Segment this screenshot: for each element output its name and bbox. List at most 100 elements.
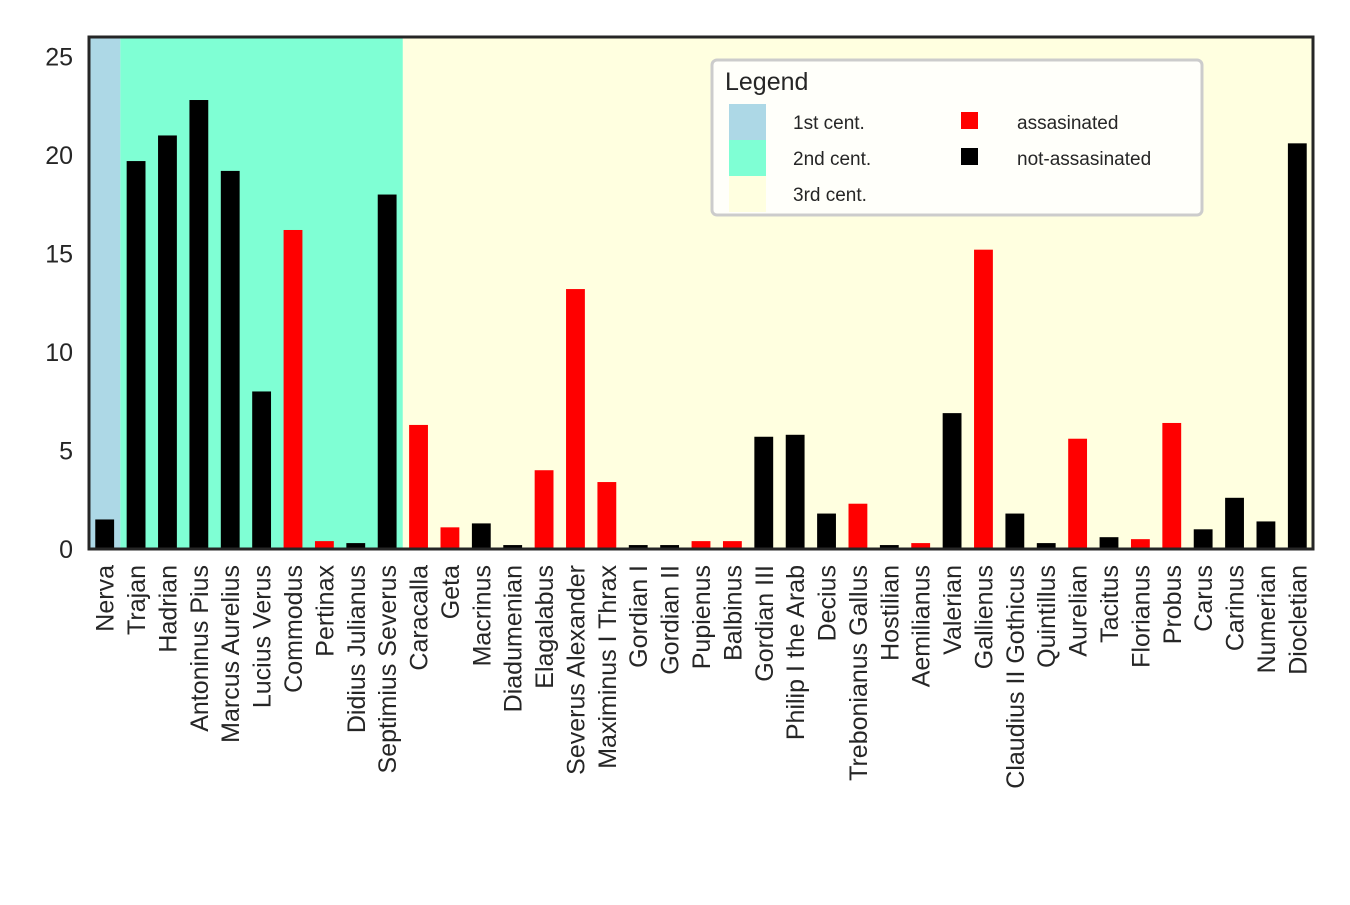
bar-probus	[1162, 422, 1182, 549]
bar-claudius-ii-gothicus	[1005, 513, 1025, 549]
x-tick-label: Valerian	[939, 565, 967, 655]
bar-quintillus	[1036, 543, 1056, 549]
x-tick-label: Septimius Severus	[374, 565, 402, 773]
bar-diadumenian	[503, 545, 523, 549]
x-tick-label: Carus	[1190, 565, 1218, 632]
x-tick-label: Gallienus	[970, 565, 998, 669]
bar-gordian-ii	[660, 545, 680, 549]
bar-gordian-i	[628, 545, 648, 549]
x-tick-label: Trebonianus Gallus	[845, 565, 873, 781]
bar-nerva	[95, 519, 115, 549]
x-tick-label: Balbinus	[719, 565, 747, 661]
x-tick-label: Maximinus I Thrax	[594, 565, 622, 769]
bar-tacitus	[1099, 537, 1119, 549]
x-tick-label: Hadrian	[154, 565, 182, 653]
x-tick-label: Caracalla	[406, 565, 434, 671]
legend-swatch-century-2	[729, 140, 766, 176]
legend-marker-not-assassinated	[961, 148, 978, 165]
bar-hadrian	[158, 135, 177, 549]
bars	[95, 100, 1307, 550]
y-tick-label: 0	[59, 536, 73, 564]
x-tick-label: Aemilianus	[908, 565, 936, 687]
bar-hostilian	[879, 545, 899, 549]
y-axis: 0 5 10 15 20 25	[45, 44, 73, 564]
x-tick-label: Geta	[437, 565, 465, 619]
x-tick-label: Tacitus	[1096, 565, 1124, 643]
bar-carinus	[1225, 497, 1244, 549]
bar-marcus-aurelius	[220, 170, 240, 549]
legend-label: 3rd cent.	[793, 185, 867, 206]
legend-label: 1st cent.	[793, 113, 865, 134]
y-tick-label: 15	[45, 241, 73, 269]
plot-frame	[87, 35, 1315, 551]
bar-florianus	[1130, 539, 1150, 549]
bar-diocletian	[1287, 143, 1307, 550]
x-tick-label: Philip I the Arab	[782, 565, 810, 740]
bar-trebonianus-gallus	[848, 503, 868, 549]
bar-trajan	[126, 161, 146, 550]
x-tick-label: Quintillus	[1033, 565, 1061, 668]
x-tick-label: Gordian I	[625, 565, 653, 668]
x-tick-label: Probus	[1159, 565, 1187, 644]
bar-carus	[1193, 529, 1213, 549]
bar-caracalla	[409, 424, 428, 549]
x-tick-label: Marcus Aurelius	[217, 565, 245, 743]
legend-label: not-assasinated	[1017, 149, 1151, 170]
bar-severus-alexander	[566, 289, 585, 549]
bar-numerian	[1256, 521, 1276, 549]
x-tick-label: Pertinax	[311, 565, 339, 657]
bar-septimius-severus	[377, 194, 397, 550]
x-tick-label: Carinus	[1222, 565, 1250, 651]
legend-box	[710, 58, 1204, 217]
y-tick-label: 20	[45, 142, 73, 170]
bar-macrinus	[471, 523, 491, 549]
y-tick-label: 5	[59, 438, 73, 466]
legend-swatch-century-1	[729, 104, 766, 140]
x-tick-label: Nerva	[92, 565, 120, 632]
y-tick-label: 10	[45, 339, 73, 367]
x-tick-label: Diocletian	[1284, 565, 1312, 675]
bar-maximinus-i-thrax	[597, 482, 617, 549]
bar-gallienus	[974, 249, 993, 549]
legend-title: Legend	[725, 68, 808, 96]
bar-aurelian	[1068, 438, 1088, 549]
x-tick-label: Numerian	[1253, 565, 1281, 673]
bar-geta	[440, 527, 460, 549]
bar-didius-julianus	[346, 543, 366, 549]
legend-label: 2nd cent.	[793, 149, 871, 170]
bar-aemilianus	[911, 543, 931, 549]
bar-antoninus-pius	[189, 100, 209, 549]
century-bands	[89, 37, 1313, 549]
bar-elagalabus	[534, 470, 554, 549]
bar-lucius-verus	[252, 391, 272, 549]
legend: Legend 1st cent. 2nd cent. 3rd cent. assasin…	[710, 58, 1204, 217]
bar-gordian-iii	[754, 436, 774, 549]
bar-decius	[817, 513, 836, 549]
x-tick-label: Gordian III	[751, 565, 779, 682]
x-tick-label: Antoninus Pius	[186, 565, 214, 732]
bar-philip-i-the-arab	[785, 434, 805, 549]
legend-label: assasinated	[1017, 113, 1118, 134]
x-tick-label: Elagalabus	[531, 565, 559, 689]
y-tick-label: 25	[45, 44, 73, 72]
legend-swatch-century-3	[729, 176, 766, 212]
x-tick-label: Pupienus	[688, 565, 716, 669]
x-tick-label: Diadumenian	[500, 565, 528, 712]
x-tick-label: Decius	[814, 565, 842, 641]
bar-commodus	[283, 229, 303, 549]
x-tick-label: Trajan	[123, 565, 151, 635]
bar-pupienus	[691, 541, 711, 549]
x-tick-label: Severus Alexander	[562, 565, 590, 775]
x-tick-label: Aurelian	[1065, 565, 1093, 657]
x-tick-label: Gordian II	[657, 565, 685, 675]
x-tick-label: Hostilian	[876, 565, 904, 661]
x-axis: Nerva Trajan Hadrian Antoninus Pius Marcus A…	[92, 565, 1313, 789]
century-band-1	[89, 37, 121, 549]
x-tick-label: Claudius II Gothicus	[1002, 565, 1030, 789]
x-tick-label: Didius Julianus	[343, 565, 371, 733]
bar-valerian	[942, 413, 962, 549]
x-tick-label: Commodus	[280, 565, 308, 693]
x-tick-label: Lucius Verus	[249, 565, 277, 708]
